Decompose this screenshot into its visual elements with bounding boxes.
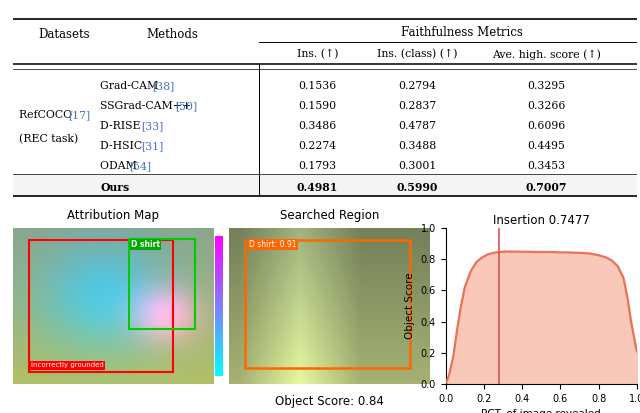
Bar	[29, 240, 173, 372]
Text: 0.2837: 0.2837	[398, 101, 436, 111]
Bar	[245, 240, 410, 368]
Text: 0.1793: 0.1793	[298, 161, 337, 171]
Text: Searched Region: Searched Region	[280, 209, 380, 221]
Text: [33]: [33]	[141, 121, 163, 131]
Text: 0.7007: 0.7007	[525, 182, 567, 193]
Text: Object Score: 0.84: Object Score: 0.84	[275, 395, 384, 408]
Text: Methods: Methods	[146, 28, 198, 41]
Text: Ours: Ours	[100, 182, 129, 193]
Text: 0.3295: 0.3295	[527, 81, 565, 91]
Text: 0.4787: 0.4787	[398, 121, 436, 131]
Text: [31]: [31]	[141, 141, 163, 151]
Text: [38]: [38]	[152, 81, 175, 91]
Text: [50]: [50]	[175, 101, 198, 111]
Text: D-RISE: D-RISE	[100, 121, 144, 131]
Title: Insertion 0.7477: Insertion 0.7477	[493, 214, 589, 227]
Text: [17]: [17]	[68, 110, 90, 120]
Text: Ins. (↑): Ins. (↑)	[296, 50, 338, 59]
Y-axis label: Object Score: Object Score	[405, 273, 415, 339]
Text: (REC task): (REC task)	[19, 133, 78, 144]
Text: 0.3453: 0.3453	[527, 161, 565, 171]
Text: 0.5990: 0.5990	[396, 182, 438, 193]
Text: incorrectly grounded: incorrectly grounded	[31, 363, 104, 368]
Text: Datasets: Datasets	[39, 28, 90, 41]
Text: Ins. (class) (↑): Ins. (class) (↑)	[377, 50, 458, 59]
Text: D-HSIC: D-HSIC	[100, 141, 146, 151]
Text: Attribution Map: Attribution Map	[67, 209, 159, 221]
Text: D shirt: 0.91: D shirt: 0.91	[250, 240, 297, 249]
Text: 0.3488: 0.3488	[398, 141, 436, 151]
Text: Ave. high. score (↑): Ave. high. score (↑)	[492, 49, 601, 60]
Bar	[129, 239, 195, 330]
Text: 0.1590: 0.1590	[298, 101, 337, 111]
Text: RefCOCO: RefCOCO	[19, 110, 76, 120]
Text: ODAM: ODAM	[100, 161, 141, 171]
Text: Grad-CAM: Grad-CAM	[100, 81, 162, 91]
Text: 0.2274: 0.2274	[298, 141, 337, 151]
Text: 0.2794: 0.2794	[398, 81, 436, 91]
Text: Faithfulness Metrics: Faithfulness Metrics	[401, 26, 523, 40]
X-axis label: PCT. of image revealed: PCT. of image revealed	[481, 409, 601, 413]
Text: D shirt: D shirt	[131, 240, 160, 249]
Bar	[13, 174, 637, 196]
Text: 0.1536: 0.1536	[298, 81, 337, 91]
Text: 0.3486: 0.3486	[298, 121, 337, 131]
Text: [54]: [54]	[129, 161, 151, 171]
Text: SSGrad-CAM++: SSGrad-CAM++	[100, 101, 195, 111]
Text: 0.4495: 0.4495	[527, 141, 565, 151]
Text: 0.4981: 0.4981	[296, 182, 338, 193]
Text: 0.3266: 0.3266	[527, 101, 566, 111]
Text: 0.6096: 0.6096	[527, 121, 566, 131]
Text: 0.3001: 0.3001	[398, 161, 436, 171]
